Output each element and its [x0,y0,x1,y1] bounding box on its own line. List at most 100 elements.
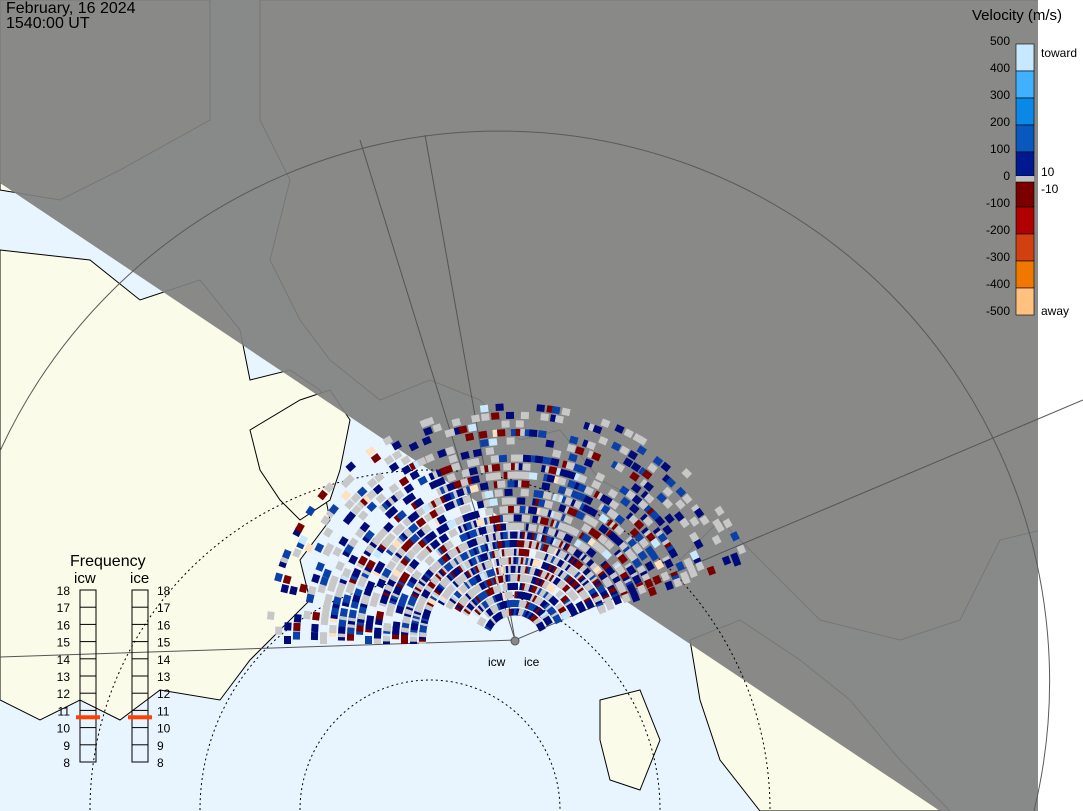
colorbar-segment [1015,124,1035,153]
scatter-cell [324,593,333,604]
scatter-cell [642,516,654,527]
scatter-cell [721,555,732,566]
scatter-cell [673,511,685,522]
scatter-cell [539,516,550,526]
scatter-cell [311,623,319,633]
scatter-cell [588,517,599,528]
scatter-cell [266,611,275,620]
scatter-cell [592,424,603,435]
scatter-cell [559,468,569,478]
date-label: February, 16 2024 [6,0,136,17]
colorbar-segment [1015,206,1035,235]
scatter-cell [511,599,520,608]
scatter-cell [434,505,446,516]
scatter-cell [366,615,375,625]
frequency-tick: 10 [157,722,171,736]
colorbar-segment [1015,260,1035,289]
scatter-cell [475,518,486,527]
scatter-cell [312,611,321,621]
scatter-cell [628,503,640,515]
scatter-cell [649,510,660,521]
scatter-cell [520,411,530,420]
scatter-cell [383,521,394,533]
velocity-colorbar: Velocity (m/s) toward 10 -10 away 500 400… [972,7,1077,318]
scatter-cell [507,471,516,479]
scatter-cell [711,534,722,546]
colorbar-tick: 200 [990,115,1010,129]
scatter-cell [405,549,417,560]
radar-label-icw: icw [488,655,506,669]
frequency-panel: Frequency icw ice 18 18 17 17 16 16 15 15 14 14 13… [57,553,171,770]
scatter-cell [319,632,328,641]
scatter-cell [507,480,516,488]
scatter-cell [470,457,480,467]
scatter-cell [617,553,628,565]
scatter-cell [464,432,475,442]
scatter-cell [321,609,330,618]
scatter-cell [445,446,456,456]
scatter-cell [583,495,594,505]
scatter-cell [400,571,411,582]
scatter-cell [342,594,352,604]
colorbar-tick: 0 [1003,169,1010,183]
scatter-cell [685,560,695,572]
scatter-cell [605,600,615,611]
frequency-tick: 12 [57,687,71,701]
scatter-cell [714,505,725,517]
scatter-cell [625,489,637,501]
scatter-cell [351,504,362,516]
scatter-cell [446,472,457,483]
scatter-cell [552,449,562,458]
scatter-cell [613,524,625,536]
scatter-cell [346,632,355,641]
scatter-cell [736,544,747,555]
scatter-cell [681,493,693,505]
scatter-cell [365,636,372,644]
scatter-cell [662,486,674,498]
frequency-tick: 8 [157,756,164,770]
scatter-cell [405,492,417,503]
scatter-cell [357,555,368,566]
scatter-cell [551,405,561,415]
scatter-cell [647,586,658,597]
colorbar-tick: 500 [990,34,1010,48]
scatter-cell [652,455,664,467]
scatter-cell [568,435,579,445]
scatter-cell [608,499,620,510]
colorbar-tick: -200 [986,223,1010,237]
scatter-cell [359,521,371,533]
scatter-cell [413,497,425,508]
scatter-cell [332,595,342,606]
scatter-cell [663,558,674,569]
scatter-cell [542,615,553,627]
frequency-tick: 9 [157,739,164,753]
scatter-cell [706,565,717,576]
scatter-cell [520,591,531,601]
scatter-cell [344,543,355,555]
scatter-cell [484,507,494,516]
scatter-cell [528,472,538,480]
scatter-cell [426,530,438,542]
scatter-cell [619,445,630,456]
scatter-cell [531,558,542,568]
colorbar-segment [1015,287,1035,316]
scatter-cell [563,533,574,544]
scatter-cell [323,527,334,538]
scatter-cell [311,573,321,584]
scatter-cell [506,437,515,445]
scatter-cell [643,481,654,492]
scatter-cell [437,448,447,459]
scatter-cell [574,446,585,456]
scatter-cell [366,477,378,489]
scatter-cell [643,493,655,504]
scatter-cell [391,450,403,461]
scatter-cell [695,561,705,572]
scatter-cell [662,524,673,536]
scatter-cell [284,622,292,631]
scatter-cell [429,539,441,550]
scatter-cell [471,414,481,423]
frequency-tick: 8 [63,756,70,770]
scatter-cell [329,624,337,634]
scatter-cell [664,513,675,524]
scatter-cell [581,523,592,534]
